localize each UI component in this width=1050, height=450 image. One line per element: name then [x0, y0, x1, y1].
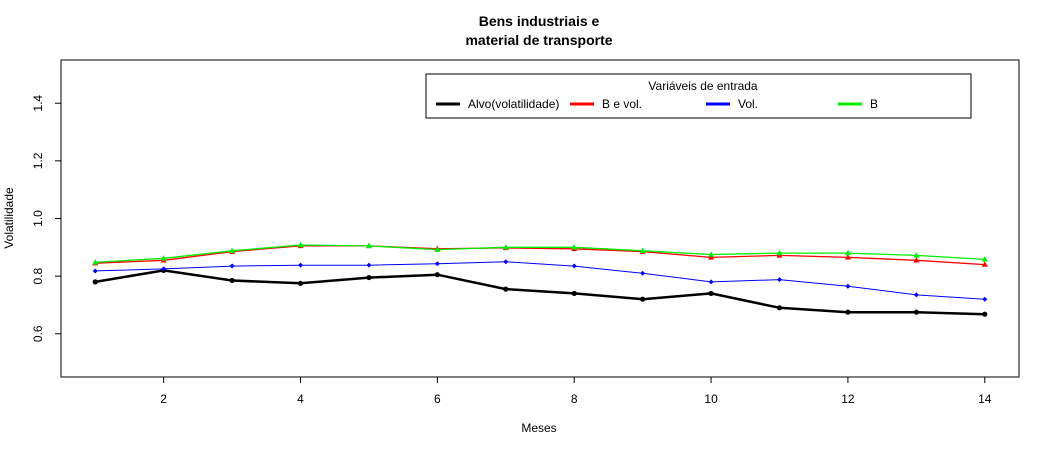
- series-line: [95, 261, 985, 300]
- series-layer: [92, 241, 988, 317]
- data-point: [229, 277, 235, 284]
- data-point: [503, 286, 509, 292]
- x-tick-label: 12: [841, 392, 855, 406]
- data-point: [640, 270, 646, 276]
- data-point: [434, 272, 440, 278]
- y-axis-label: Volatilidade: [2, 187, 16, 249]
- legend-label: Alvo(volatilidade): [468, 97, 559, 111]
- data-point: [708, 251, 715, 257]
- data-point: [160, 255, 167, 261]
- data-point: [777, 277, 782, 283]
- data-point: [297, 241, 304, 248]
- data-point: [366, 274, 372, 281]
- data-point: [913, 257, 920, 263]
- data-point: [776, 305, 783, 311]
- data-point: [502, 244, 509, 250]
- data-point: [913, 252, 920, 258]
- legend-title: Variáveis de entrada: [648, 79, 758, 93]
- chart-title-line2: material de transporte: [465, 32, 612, 48]
- y-axis: 0.6 0.8 1.0 1.2 1.4: [31, 95, 61, 342]
- data-point: [776, 249, 783, 256]
- data-point: [708, 290, 714, 297]
- data-point: [981, 256, 988, 262]
- y-tick-label: 1.4: [31, 95, 45, 112]
- legend-label: B: [870, 97, 878, 111]
- data-point: [913, 292, 919, 298]
- x-tick-label: 4: [297, 392, 304, 406]
- data-point: [571, 263, 577, 269]
- data-point: [639, 247, 646, 253]
- x-tick-label: 8: [571, 392, 578, 406]
- y-tick-label: 0.8: [31, 267, 45, 284]
- legend-label: Vol.: [738, 97, 758, 111]
- series-0: [92, 267, 988, 317]
- data-point: [844, 249, 851, 256]
- data-point: [982, 311, 988, 317]
- data-point: [845, 309, 851, 315]
- data-point: [92, 268, 98, 274]
- data-point: [92, 259, 99, 265]
- data-point: [92, 279, 98, 285]
- data-point: [844, 254, 851, 260]
- data-point: [982, 296, 988, 302]
- data-point: [845, 283, 851, 289]
- data-point: [981, 261, 988, 267]
- x-axis-label: Meses: [521, 421, 556, 435]
- data-point: [229, 263, 235, 269]
- y-tick-label: 1.2: [31, 152, 45, 169]
- data-point: [298, 262, 303, 268]
- series-3: [92, 241, 988, 265]
- y-tick-label: 1.0: [31, 210, 45, 227]
- legend: Variáveis de entrada Alvo(volatilidade) B…: [425, 73, 972, 119]
- data-point: [708, 254, 715, 260]
- x-tick-label: 10: [704, 392, 718, 406]
- series-2: [92, 259, 988, 302]
- x-tick-label: 2: [160, 392, 167, 406]
- data-point: [571, 290, 577, 297]
- data-point: [365, 242, 372, 249]
- series-1: [92, 242, 988, 267]
- series-line: [94, 269, 985, 316]
- x-axis: 2 4 6 8 10 12 14: [160, 377, 992, 406]
- data-point: [913, 309, 919, 315]
- x-tick-label: 6: [434, 392, 441, 406]
- data-point: [434, 261, 440, 267]
- data-point: [229, 247, 236, 253]
- data-point: [366, 262, 372, 268]
- data-point: [434, 246, 441, 252]
- legend-label: B e vol.: [602, 97, 642, 111]
- y-tick-label: 0.6: [31, 325, 45, 342]
- data-point: [297, 280, 304, 286]
- chart-title-line1: Bens industriais e: [479, 13, 600, 29]
- data-point: [708, 279, 714, 285]
- x-tick-label: 14: [978, 392, 992, 406]
- series-line: [95, 244, 985, 263]
- series-line: [95, 245, 985, 266]
- data-point: [571, 244, 578, 250]
- data-point: [161, 266, 167, 272]
- legend-items: Alvo(volatilidade) B e vol. Vol. B: [436, 97, 878, 111]
- data-point: [640, 296, 646, 302]
- legend-box: [425, 73, 972, 119]
- data-point: [503, 259, 509, 265]
